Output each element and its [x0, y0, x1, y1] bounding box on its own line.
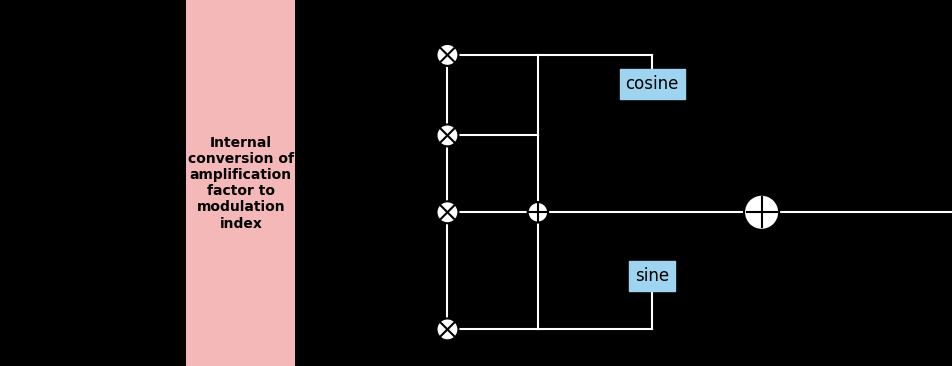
Bar: [186, 0, 295, 366]
Circle shape: [744, 195, 779, 230]
Circle shape: [436, 124, 459, 146]
Circle shape: [527, 202, 548, 223]
Circle shape: [436, 44, 459, 66]
Text: cosine: cosine: [625, 75, 679, 93]
Circle shape: [436, 318, 459, 340]
Text: Internal
conversion of
amplification
factor to
modulation
index: Internal conversion of amplification fac…: [188, 135, 294, 231]
Circle shape: [436, 201, 459, 223]
Text: sine: sine: [635, 267, 669, 285]
